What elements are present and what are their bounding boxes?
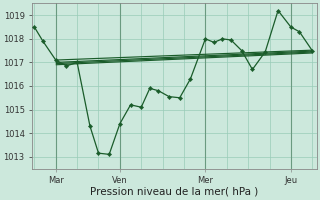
X-axis label: Pression niveau de la mer( hPa ): Pression niveau de la mer( hPa ) xyxy=(90,187,259,197)
